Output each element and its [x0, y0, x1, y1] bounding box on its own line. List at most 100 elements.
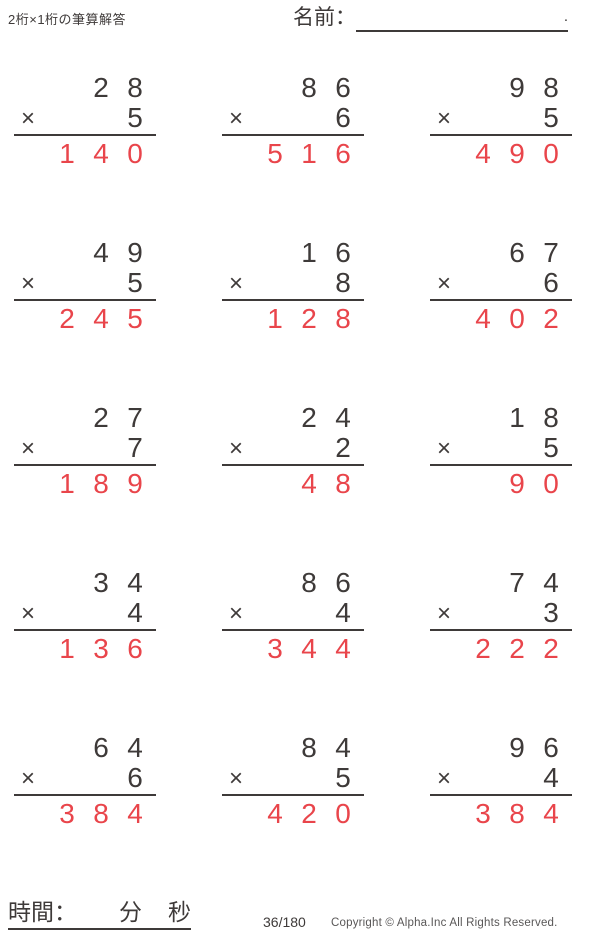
digit: 2: [301, 798, 317, 829]
digit: 6: [93, 732, 109, 763]
answer-line: [14, 134, 156, 136]
digit: [292, 598, 326, 628]
name-field: 名前：.: [293, 4, 568, 32]
minutes-label: 分: [119, 899, 142, 925]
answer-line: [14, 629, 156, 631]
digit: [466, 73, 500, 103]
digit: [50, 568, 84, 598]
multiply-sign: ×: [437, 765, 452, 792]
digit: [84, 763, 118, 793]
digit: 4: [301, 468, 317, 499]
name-line-period: .: [563, 8, 568, 25]
digit: 8: [335, 303, 351, 334]
digit: 2: [335, 432, 351, 463]
digit: 7: [509, 567, 525, 598]
answer-line: [430, 794, 572, 796]
digit: [84, 598, 118, 628]
digit: 8: [509, 798, 525, 829]
multiplier-row: × 4: [430, 763, 572, 793]
digit: 3: [59, 798, 75, 829]
multiply-sign: ×: [229, 105, 244, 132]
page-title: 2桁×1桁の筆算解答: [8, 12, 127, 27]
digit: 4: [335, 402, 351, 433]
digit: [50, 238, 84, 268]
digit: 4: [335, 633, 351, 664]
digit: 0: [335, 798, 351, 829]
digit: 4: [93, 303, 109, 334]
digit: [500, 763, 534, 793]
digit: [466, 568, 500, 598]
name-label: 名前：: [293, 6, 356, 29]
digit: 3: [475, 798, 491, 829]
digit: 5: [335, 762, 351, 793]
digit: 5: [543, 432, 559, 463]
digit: [258, 238, 292, 268]
multiplier-row: × 5: [14, 103, 156, 133]
digit: 2: [475, 633, 491, 664]
digit: 5: [127, 102, 143, 133]
digit: 2: [543, 303, 559, 334]
digit: [500, 268, 534, 298]
digit: 4: [93, 237, 109, 268]
digit: [50, 733, 84, 763]
digit: 5: [267, 138, 283, 169]
multiply-sign: ×: [437, 105, 452, 132]
digit: [84, 268, 118, 298]
digit: [258, 763, 292, 793]
digit: [84, 103, 118, 133]
digit: 6: [335, 72, 351, 103]
digit: 8: [127, 72, 143, 103]
multiplier-row: × 7: [14, 433, 156, 463]
digit: 5: [127, 303, 143, 334]
digit: 3: [267, 633, 283, 664]
digit: 4: [543, 762, 559, 793]
digit: 1: [59, 633, 75, 664]
multiply-sign: ×: [21, 600, 36, 627]
digit: [50, 73, 84, 103]
digit: [292, 763, 326, 793]
digit: 1: [59, 468, 75, 499]
digit: [258, 433, 292, 463]
digit: 5: [543, 102, 559, 133]
digit: 8: [93, 798, 109, 829]
digit: 4: [267, 798, 283, 829]
multiply-sign: ×: [21, 435, 36, 462]
digit: 7: [127, 432, 143, 463]
answer-line: [430, 299, 572, 301]
answer-line: [14, 794, 156, 796]
answer-line: [222, 794, 364, 796]
digit: 4: [127, 567, 143, 598]
digit: 8: [93, 468, 109, 499]
digit: 6: [335, 237, 351, 268]
digit: [50, 763, 84, 793]
digit: 1: [509, 402, 525, 433]
